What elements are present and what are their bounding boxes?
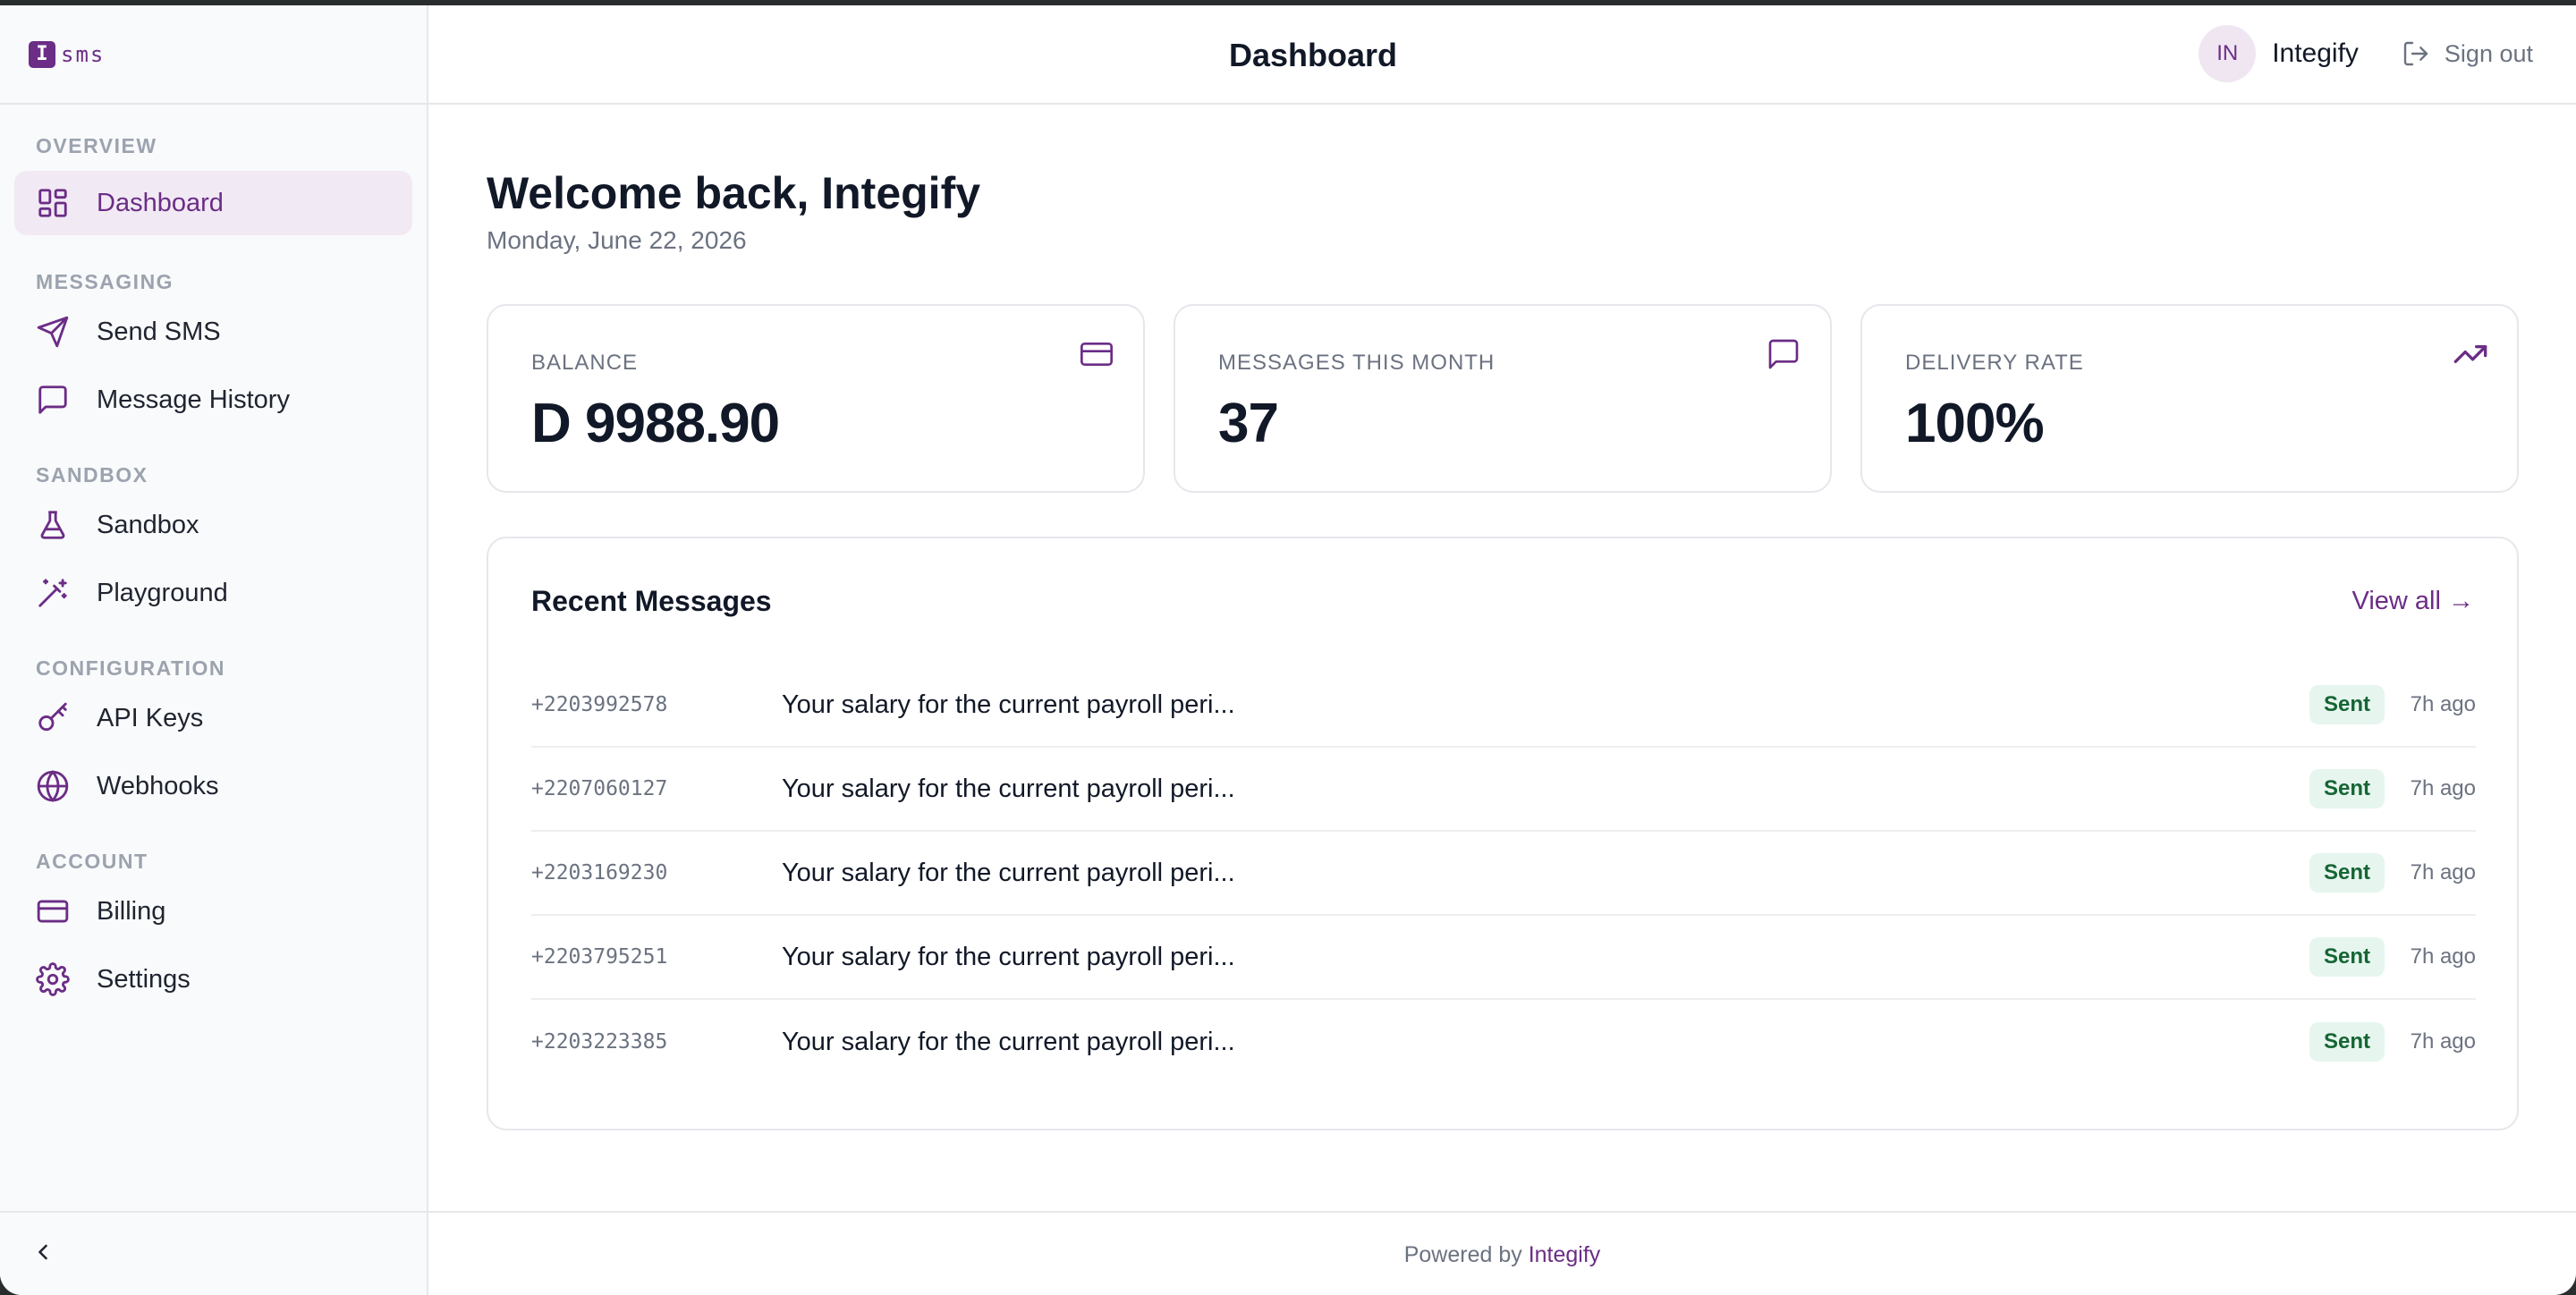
message-preview: Your salary for the current payroll peri… xyxy=(782,858,1235,887)
collapse-sidebar-button[interactable] xyxy=(0,1211,427,1295)
sidebar-item-label: Webhooks xyxy=(97,771,219,800)
footer-brand-link[interactable]: Integify xyxy=(1528,1242,1601,1267)
message-time: 7h ago xyxy=(2410,776,2476,800)
message-time: 7h ago xyxy=(2410,1029,2476,1054)
sidebar-item-label: API Keys xyxy=(97,703,204,732)
user-area: IN Integify Sign out xyxy=(2199,25,2533,82)
trending-up-icon xyxy=(2453,336,2488,372)
recipient-phone: +2203169230 xyxy=(531,861,668,884)
logo[interactable]: I sms xyxy=(0,5,427,105)
avatar[interactable]: IN xyxy=(2199,25,2257,82)
message-preview: Your salary for the current payroll peri… xyxy=(782,942,1235,971)
key-icon xyxy=(36,701,70,735)
sidebar-item-label: Message History xyxy=(97,385,290,414)
wand-icon xyxy=(36,576,70,610)
sidebar-item-message-history[interactable]: Message History xyxy=(14,368,412,432)
status-badge: Sent xyxy=(2309,853,2385,893)
stat-value: D 9988.90 xyxy=(531,393,780,454)
sidebar-item-label: Sandbox xyxy=(97,510,199,539)
status-badge: Sent xyxy=(2309,937,2385,977)
recent-messages-title: Recent Messages xyxy=(531,585,772,617)
status-badge: Sent xyxy=(2309,1022,2385,1062)
sidebar-nav: OVERVIEW Dashboard MESSAGING Send SMS xyxy=(0,105,427,1011)
message-time: 7h ago xyxy=(2410,944,2476,969)
status-badge: Sent xyxy=(2309,769,2385,808)
sidebar-item-webhooks[interactable]: Webhooks xyxy=(14,754,412,818)
view-all-link[interactable]: View all → xyxy=(2351,587,2474,615)
gear-icon xyxy=(36,962,70,996)
footer-prefix: Powered by xyxy=(1403,1242,1522,1267)
message-preview: Your salary for the current payroll peri… xyxy=(782,1027,1235,1056)
message-time: 7h ago xyxy=(2410,692,2476,716)
page-title: Dashboard xyxy=(1228,37,1398,73)
top-header: Dashboard IN Integify Sign out xyxy=(428,5,2576,105)
recipient-phone: +2203223385 xyxy=(531,1030,668,1054)
section-label-messaging: MESSAGING xyxy=(36,270,174,293)
stat-label: BALANCE xyxy=(531,351,639,375)
sidebar-item-playground[interactable]: Playground xyxy=(14,561,412,625)
recipient-phone: +2207060127 xyxy=(531,777,668,800)
dashboard-icon xyxy=(36,186,70,220)
main-content: Welcome back, Integify Monday, June 22, … xyxy=(428,105,2576,1210)
user-name: Integify xyxy=(2272,38,2359,68)
messages-month-card: MESSAGES THIS MONTH 37 xyxy=(1174,304,1832,493)
sidebar-item-label: Playground xyxy=(97,578,228,607)
chevron-left-icon xyxy=(30,1240,55,1269)
stat-value: 100% xyxy=(1905,393,2045,454)
app-window: I sms OVERVIEW Dashboard MESSAGING Send … xyxy=(0,5,2576,1295)
section-label-configuration: CONFIGURATION xyxy=(36,656,226,680)
delivery-rate-card: DELIVERY RATE 100% xyxy=(1860,304,2519,493)
welcome-heading: Welcome back, Integify xyxy=(487,168,981,218)
stat-label: DELIVERY RATE xyxy=(1905,351,2084,375)
message-preview: Your salary for the current payroll peri… xyxy=(782,774,1235,803)
sidebar-item-api-keys[interactable]: API Keys xyxy=(14,686,412,750)
sidebar-item-sandbox[interactable]: Sandbox xyxy=(14,493,412,557)
sidebar-item-send-sms[interactable]: Send SMS xyxy=(14,300,412,364)
section-label-sandbox: SANDBOX xyxy=(36,463,148,487)
message-preview: Your salary for the current payroll peri… xyxy=(782,690,1235,719)
message-time: 7h ago xyxy=(2410,860,2476,884)
recipient-phone: +2203992578 xyxy=(531,693,668,716)
flask-icon xyxy=(36,508,70,542)
message-row[interactable]: +2203992578 Your salary for the current … xyxy=(531,664,2476,748)
sidebar-item-billing[interactable]: Billing xyxy=(14,879,412,944)
message-icon xyxy=(36,383,70,417)
sign-out-label: Sign out xyxy=(2444,39,2533,67)
message-row[interactable]: +2207060127 Your salary for the current … xyxy=(531,748,2476,832)
section-label-account: ACCOUNT xyxy=(36,850,148,873)
sign-out-button[interactable]: Sign out xyxy=(2402,39,2533,68)
log-out-icon xyxy=(2403,41,2428,66)
sidebar-item-label: Dashboard xyxy=(97,188,224,217)
message-row[interactable]: +2203169230 Your salary for the current … xyxy=(531,832,2476,916)
current-date: Monday, June 22, 2026 xyxy=(487,226,747,254)
sidebar-item-settings[interactable]: Settings xyxy=(14,947,412,1011)
stat-value: 37 xyxy=(1218,393,1279,454)
sidebar-item-label: Send SMS xyxy=(97,317,221,346)
credit-card-icon xyxy=(1079,336,1114,372)
credit-card-icon xyxy=(36,894,70,928)
balance-card: BALANCE D 9988.90 xyxy=(487,304,1145,493)
recent-messages-list: +2203992578 Your salary for the current … xyxy=(531,664,2476,1084)
message-row[interactable]: +2203795251 Your salary for the current … xyxy=(531,916,2476,1000)
footer: Powered by Integify xyxy=(428,1211,2576,1295)
send-icon xyxy=(36,315,70,349)
recipient-phone: +2203795251 xyxy=(531,945,668,969)
message-row[interactable]: +2203223385 Your salary for the current … xyxy=(531,1000,2476,1084)
logo-mark: I xyxy=(29,40,55,68)
sidebar-item-dashboard[interactable]: Dashboard xyxy=(14,171,412,235)
message-icon xyxy=(1766,336,1801,372)
recent-messages-panel: Recent Messages View all → +2203992578 Y… xyxy=(487,537,2519,1130)
section-label-overview: OVERVIEW xyxy=(36,134,157,157)
logo-text: sms xyxy=(61,41,106,67)
status-badge: Sent xyxy=(2309,685,2385,724)
sidebar-item-label: Settings xyxy=(97,964,191,994)
globe-icon xyxy=(36,769,70,803)
stat-label: MESSAGES THIS MONTH xyxy=(1218,351,1496,375)
sidebar: I sms OVERVIEW Dashboard MESSAGING Send … xyxy=(0,5,428,1295)
sidebar-item-label: Billing xyxy=(97,896,166,926)
